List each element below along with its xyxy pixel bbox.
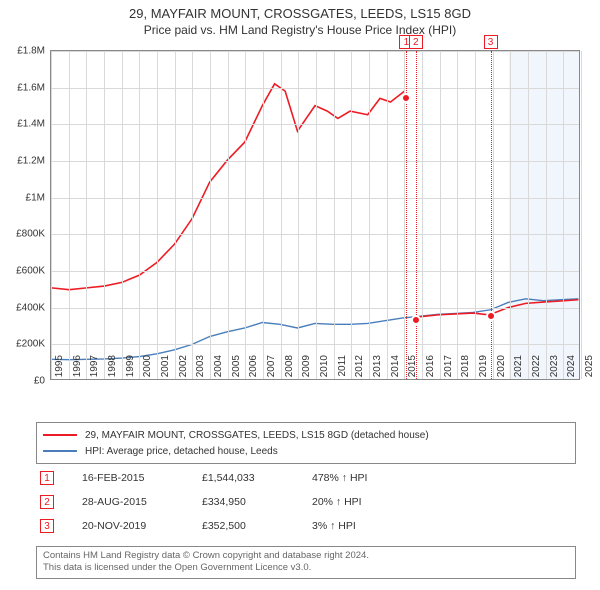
x-axis-label: 2023: [549, 355, 560, 385]
legend-item-red: 29, MAYFAIR MOUNT, CROSSGATES, LEEDS, LS…: [43, 427, 569, 443]
y-axis-label: £200K: [0, 339, 45, 350]
table-row: 3 20-NOV-2019 £352,500 3% ↑ HPI: [36, 514, 576, 538]
y-axis-label: £1.6M: [0, 82, 45, 93]
footer-box: Contains HM Land Registry data © Crown c…: [36, 546, 576, 579]
x-axis-label: 2019: [478, 355, 489, 385]
x-axis-label: 2004: [213, 355, 224, 385]
tx-date: 28-AUG-2015: [82, 496, 202, 508]
x-axis-label: 2014: [390, 355, 401, 385]
x-axis-label: 2006: [248, 355, 259, 385]
tx-marker-2: 2: [40, 495, 54, 509]
legend-label-red: 29, MAYFAIR MOUNT, CROSSGATES, LEEDS, LS…: [85, 430, 429, 441]
transaction-marker: [401, 93, 411, 103]
x-axis-label: 2011: [337, 355, 348, 385]
y-axis-label: £1.2M: [0, 156, 45, 167]
x-axis-label: 1995: [54, 355, 65, 385]
x-axis-label: 2018: [460, 355, 471, 385]
x-axis-label: 2005: [231, 355, 242, 385]
y-axis-label: £1.8M: [0, 46, 45, 57]
x-axis-label: 2008: [284, 355, 295, 385]
x-axis-label: 2016: [425, 355, 436, 385]
legend-box: 29, MAYFAIR MOUNT, CROSSGATES, LEEDS, LS…: [36, 422, 576, 464]
x-axis-label: 2021: [513, 355, 524, 385]
x-axis-label: 1999: [125, 355, 136, 385]
tx-price: £1,544,033: [202, 472, 312, 484]
legend-label-blue: HPI: Average price, detached house, Leed…: [85, 446, 278, 457]
legend-item-blue: HPI: Average price, detached house, Leed…: [43, 443, 569, 459]
tx-price: £352,500: [202, 520, 312, 532]
y-axis-label: £800K: [0, 229, 45, 240]
x-axis-label: 1997: [89, 355, 100, 385]
footer-line-1: Contains HM Land Registry data © Crown c…: [43, 550, 569, 562]
x-axis-label: 1996: [72, 355, 83, 385]
y-axis-label: £400K: [0, 302, 45, 313]
x-axis-label: 2013: [372, 355, 383, 385]
transaction-marker-label: 3: [484, 35, 498, 49]
legend-swatch-blue: [43, 450, 77, 452]
x-axis-label: 2007: [266, 355, 277, 385]
x-axis-label: 2020: [496, 355, 507, 385]
tx-hpi: 478% ↑ HPI: [312, 472, 412, 484]
tx-date: 20-NOV-2019: [82, 520, 202, 532]
transaction-table: 1 16-FEB-2015 £1,544,033 478% ↑ HPI 2 28…: [36, 466, 576, 538]
y-axis-label: £1.4M: [0, 119, 45, 130]
y-axis-label: £0: [0, 376, 45, 387]
x-axis-label: 2001: [160, 355, 171, 385]
x-axis-label: 2024: [566, 355, 577, 385]
tx-hpi: 3% ↑ HPI: [312, 520, 412, 532]
chart-subtitle: Price paid vs. HM Land Registry's House …: [0, 23, 600, 37]
chart-plot-area: £0£200K£400K£600K£800K£1M£1.2M£1.4M£1.6M…: [50, 50, 580, 380]
tx-price: £334,950: [202, 496, 312, 508]
table-row: 2 28-AUG-2015 £334,950 20% ↑ HPI: [36, 490, 576, 514]
x-axis-label: 2000: [142, 355, 153, 385]
tx-date: 16-FEB-2015: [82, 472, 202, 484]
table-row: 1 16-FEB-2015 £1,544,033 478% ↑ HPI: [36, 466, 576, 490]
tx-marker-3: 3: [40, 519, 54, 533]
chart-svg: [51, 51, 579, 379]
x-axis-label: 2022: [531, 355, 542, 385]
x-axis-label: 2002: [178, 355, 189, 385]
chart-title: 29, MAYFAIR MOUNT, CROSSGATES, LEEDS, LS…: [0, 6, 600, 21]
tx-marker-1: 1: [40, 471, 54, 485]
x-axis-label: 2017: [443, 355, 454, 385]
chart-container: 29, MAYFAIR MOUNT, CROSSGATES, LEEDS, LS…: [0, 0, 600, 590]
footer-line-2: This data is licensed under the Open Gov…: [43, 562, 569, 574]
x-axis-label: 2012: [354, 355, 365, 385]
x-axis-label: 1998: [107, 355, 118, 385]
title-block: 29, MAYFAIR MOUNT, CROSSGATES, LEEDS, LS…: [0, 0, 600, 39]
transaction-marker: [486, 311, 496, 321]
transaction-marker: [411, 315, 421, 325]
y-axis-label: £600K: [0, 266, 45, 277]
legend-swatch-red: [43, 434, 77, 436]
x-axis-label: 2025: [584, 355, 595, 385]
x-axis-label: 2009: [301, 355, 312, 385]
transaction-marker-label: 2: [409, 35, 423, 49]
tx-hpi: 20% ↑ HPI: [312, 496, 412, 508]
y-axis-label: £1M: [0, 192, 45, 203]
x-axis-label: 2003: [195, 355, 206, 385]
x-axis-label: 2010: [319, 355, 330, 385]
